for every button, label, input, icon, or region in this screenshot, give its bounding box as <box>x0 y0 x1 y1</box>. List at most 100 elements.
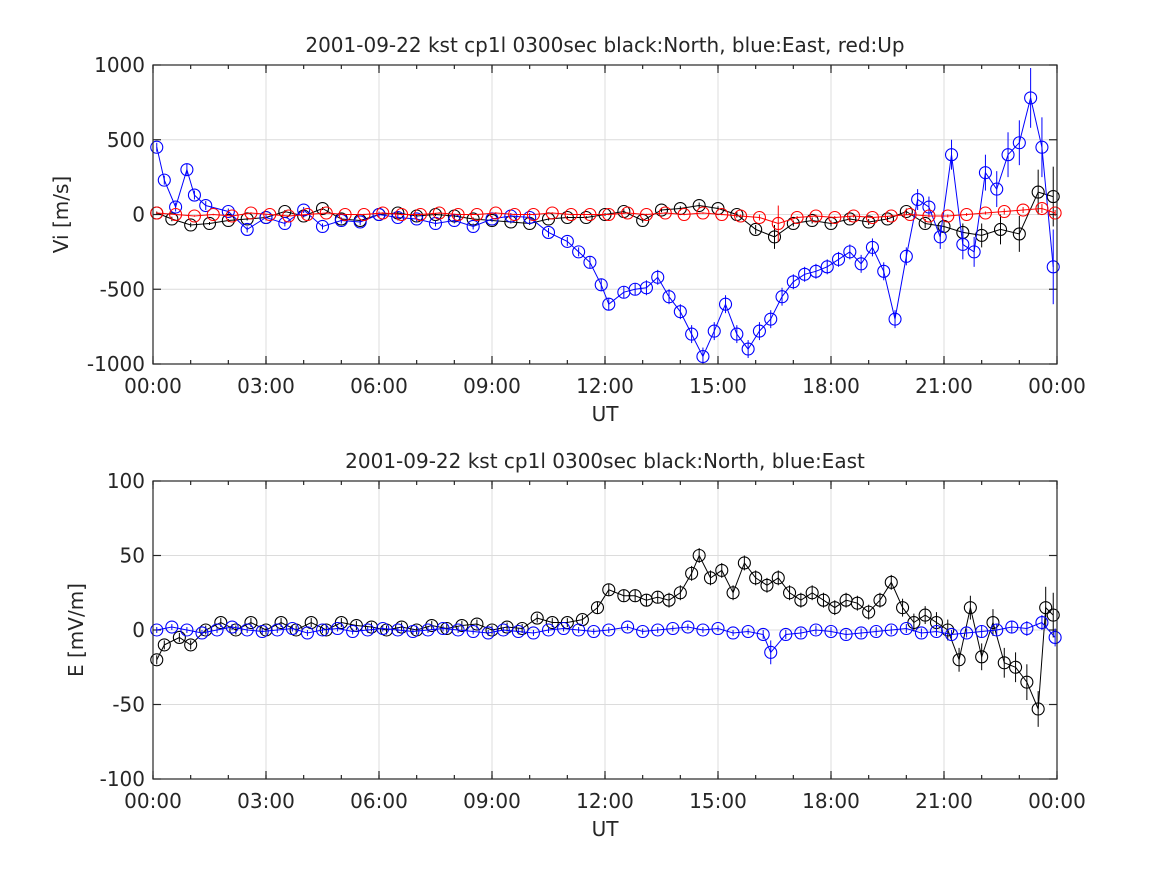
e-ytick-label: 100 <box>107 469 145 493</box>
e-xtick-label: 15:00 <box>689 789 747 813</box>
vi-series-east-point <box>594 278 608 292</box>
e-series-east-point <box>587 624 601 639</box>
e-xtick-label: 09:00 <box>463 789 521 813</box>
e-series-north-point <box>617 589 631 603</box>
e-series-north-point <box>1009 660 1023 674</box>
vi-series-east-point <box>187 188 201 202</box>
vi-ytick-label: 0 <box>132 203 145 227</box>
vi-ytick-label: 500 <box>107 128 145 152</box>
vi-series-east-point <box>865 240 879 254</box>
vi-series-east-point <box>775 290 789 304</box>
e-series-north-point <box>794 593 808 607</box>
e-series-north-point <box>485 623 499 637</box>
vi-series-east-point <box>1012 136 1026 150</box>
e-panel-title: 2001-09-22 kst cp1l 0300sec black:North,… <box>345 449 865 473</box>
vi-series-up-point <box>828 210 842 225</box>
e-series-north-point <box>805 586 819 600</box>
vi-series-up-point <box>150 206 164 220</box>
e-series-east-point <box>779 627 793 642</box>
vi-series-east-point <box>639 281 653 295</box>
vi-series-up-point <box>526 207 540 222</box>
vi-series-east-point <box>764 312 778 326</box>
e-series-east-point <box>794 626 808 640</box>
e-series-north-point <box>229 623 243 637</box>
vi-series-up-point <box>357 207 371 222</box>
vi-series-up-point <box>790 210 804 225</box>
vi-series-north-point <box>315 201 330 216</box>
e-series-east-point <box>210 623 224 637</box>
e-panel-xlabel: UT <box>592 817 620 841</box>
e-series-north-point <box>500 620 514 634</box>
e-series-east-point <box>225 620 239 634</box>
vi-series-up-point <box>960 207 974 222</box>
vi-series-north-point <box>1046 190 1060 204</box>
e-series-east-point <box>361 623 375 637</box>
e-series-east-point <box>195 626 209 640</box>
vi-xtick-label: 18:00 <box>802 374 860 398</box>
e-series-north-point <box>692 548 706 563</box>
e-series-north-point <box>816 593 831 607</box>
e-series-east-point <box>1005 620 1019 634</box>
e-series-north-point <box>673 586 687 600</box>
vi-series-north-point <box>1031 185 1045 199</box>
e-series-east-point <box>884 623 898 637</box>
e-series-east-point <box>914 626 928 640</box>
e-series-east <box>150 615 1062 665</box>
vi-series-up-point <box>696 206 710 220</box>
vi-series-up-point <box>564 207 578 222</box>
vi-series-east-point <box>150 140 164 154</box>
e-series-north-point <box>395 620 409 634</box>
vi-series-east-point <box>843 245 857 259</box>
vi-series-east-point <box>157 173 171 187</box>
vi-series-up-point <box>978 206 992 220</box>
vi-series-north-point <box>880 212 895 226</box>
e-series-east-point <box>1035 615 1049 630</box>
e-series-east-point <box>557 621 571 636</box>
e-series-east-point <box>376 621 390 636</box>
e-series-north-point <box>602 583 616 597</box>
vi-series-north-point <box>862 215 876 229</box>
vi-series-east-point <box>278 216 292 231</box>
vi-xtick-label: 06:00 <box>350 374 408 398</box>
vi-series-east-point <box>541 225 556 239</box>
vi-series-up-point <box>225 209 239 223</box>
vi-ytick-label: 1000 <box>94 53 145 77</box>
vi-xtick-label: 03:00 <box>237 374 295 398</box>
e-series-east-point <box>839 627 853 642</box>
vi-series-east-point <box>466 219 480 234</box>
vi-series-east-point <box>259 210 273 225</box>
vi-series-up-point <box>847 209 861 223</box>
vi-series-up-point <box>922 209 936 223</box>
e-series-north-point <box>997 656 1011 670</box>
e-series-east-point <box>651 623 665 637</box>
vi-series-east-point <box>391 210 405 225</box>
vi-series-up-point <box>244 206 258 220</box>
vi-panel: 2001-09-22 kst cp1l 0300sec black:North,… <box>49 33 1086 426</box>
e-series-east-point <box>346 624 360 639</box>
vi-series-up-point <box>169 207 183 222</box>
e-series-north-point <box>749 571 763 585</box>
e-series-east-point <box>315 623 330 637</box>
e-series-east-point <box>975 624 989 639</box>
e-series-north-point <box>628 589 642 603</box>
e-series-east-point <box>944 627 959 642</box>
e-series-east-point <box>824 624 838 639</box>
e-series-north-point <box>274 615 288 630</box>
e-series-north-point <box>199 623 213 637</box>
vi-series-east-point <box>560 234 574 248</box>
vi-series-east-point <box>888 312 902 326</box>
e-series-north-point <box>1039 601 1053 615</box>
e-xtick-label: 06:00 <box>350 789 408 813</box>
vi-series-east-point <box>978 166 992 180</box>
e-xtick-label: 00:00 <box>124 789 182 813</box>
vi-series-east-point <box>922 200 936 214</box>
vi-series-up-point <box>282 209 296 223</box>
e-series-east-point <box>331 621 345 636</box>
vi-series-east-point <box>169 200 183 214</box>
e-series-east-point <box>285 621 299 636</box>
vi-series-east-point <box>199 198 213 213</box>
vi-series-up-point <box>187 209 201 223</box>
vi-series-up-point <box>583 207 597 222</box>
vi-series-east-point <box>1024 91 1038 105</box>
